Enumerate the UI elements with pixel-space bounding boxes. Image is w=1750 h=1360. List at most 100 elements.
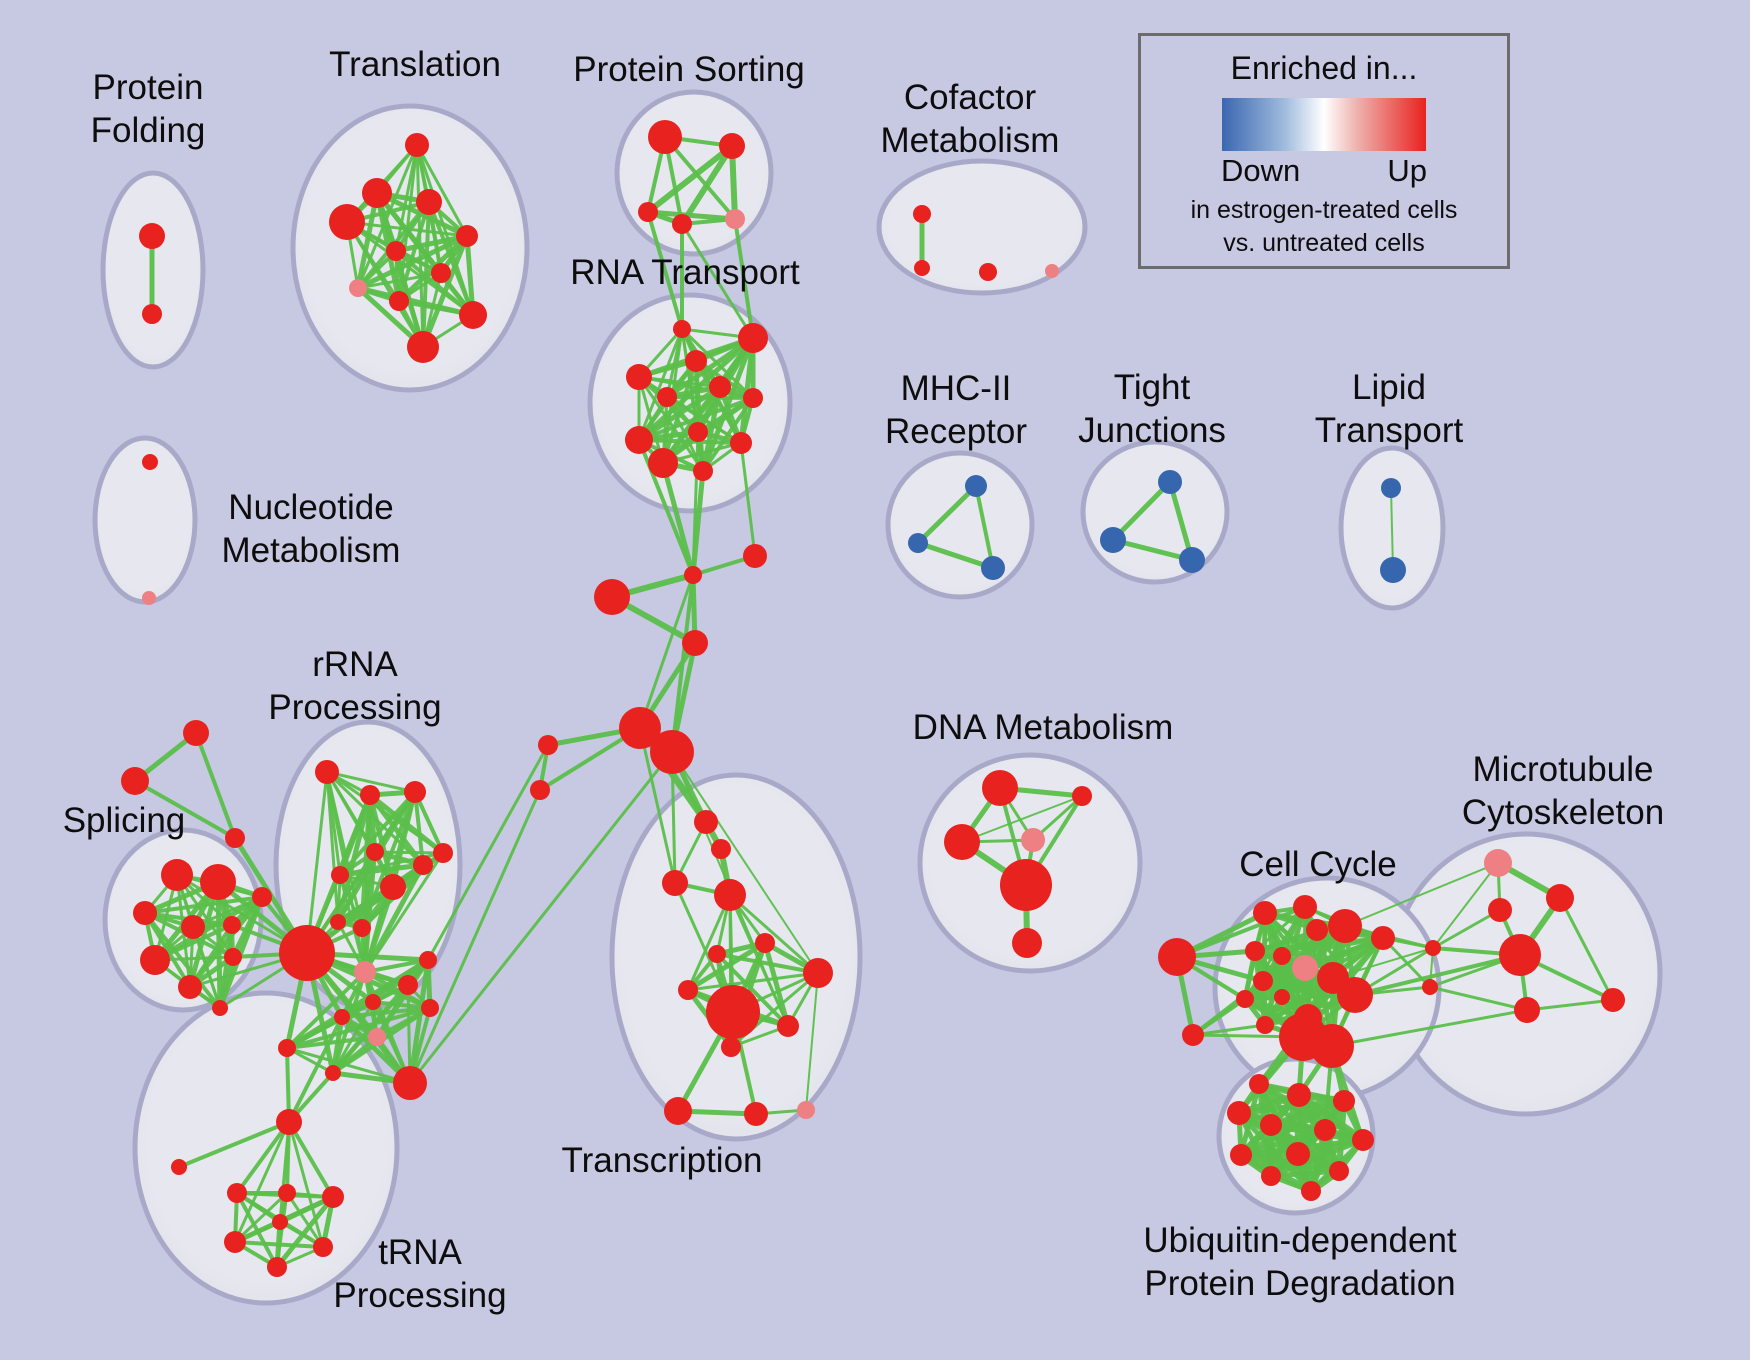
legend-caption-line2: vs. untreated cells — [1223, 229, 1425, 257]
cluster-label-protein-folding: Protein Folding — [91, 68, 206, 150]
cluster-label-translation: Translation — [329, 45, 501, 84]
edge — [407, 959, 431, 1084]
cluster-label-tight-junctions: Tight Junctions — [1078, 368, 1226, 450]
node-rrna-2 — [404, 781, 426, 803]
node-rrna-18 — [278, 1039, 296, 1057]
edge — [278, 1121, 291, 1223]
node-bridge-3 — [594, 579, 630, 615]
edge — [355, 192, 380, 289]
node-cellcycle-1 — [1182, 1024, 1204, 1046]
node-transcription-5 — [708, 945, 726, 963]
cluster-label-lipid-transport: Lipid Transport — [1315, 368, 1464, 450]
node-bridge-10 — [530, 780, 550, 800]
edge — [1192, 1023, 1266, 1037]
cluster-label-cofactor-metabolism: Cofactor Metabolism — [881, 78, 1060, 160]
node-sorting-4 — [725, 209, 745, 229]
edge — [1432, 908, 1501, 950]
cluster-label-nucleotide-metabolism: Nucleotide Metabolism — [222, 488, 401, 570]
edge — [338, 790, 417, 877]
node-bridge-4 — [684, 566, 702, 584]
node-cellcycle-2 — [1253, 901, 1277, 925]
edge — [739, 442, 757, 557]
cluster-label-cell-cycle: Cell Cycle — [1239, 845, 1397, 884]
node-splicing-2 — [133, 901, 157, 925]
edge — [805, 972, 819, 1111]
edge — [638, 396, 754, 442]
edge — [1270, 1168, 1340, 1179]
edge — [961, 795, 1083, 843]
legend-title: Enriched in... — [1230, 50, 1418, 86]
node-splicing-0 — [161, 859, 193, 891]
node-transcription-8 — [706, 985, 760, 1039]
node-rna-5 — [743, 388, 763, 408]
node-cellcycle-4 — [1328, 909, 1362, 943]
edge — [331, 1035, 379, 1075]
node-transcription-3 — [714, 879, 746, 911]
node-transcription-6 — [803, 958, 833, 988]
edge — [916, 484, 978, 545]
node-rna-9 — [730, 432, 752, 454]
cluster-label-ubiquitin: Ubiquitin-dependent Protein Degradation — [1143, 1221, 1457, 1303]
node-dna-5 — [1012, 928, 1042, 958]
node-bridge-0 — [183, 720, 209, 746]
node-tight-0 — [1158, 470, 1182, 494]
node-rrna-17 — [368, 1028, 386, 1046]
node-rrna-12 — [398, 975, 418, 995]
node-nucleotide-0 — [142, 454, 158, 470]
edge — [637, 439, 695, 576]
node-rna-4 — [709, 376, 731, 398]
edge — [408, 751, 674, 1084]
node-splicing-4 — [252, 887, 272, 907]
node-translation-0 — [405, 133, 429, 157]
node-ubiquitin-2 — [1333, 1090, 1355, 1112]
edge — [729, 893, 819, 975]
edge — [716, 952, 819, 975]
edge — [287, 1016, 344, 1123]
edge — [1432, 862, 1499, 949]
node-mhc-2 — [981, 556, 1005, 580]
cluster-label-microtubule-cytoskeleton: Microtubule Cytoskeleton — [1462, 750, 1664, 832]
edge — [339, 862, 424, 878]
edge — [917, 540, 994, 571]
edge — [974, 485, 995, 569]
edge — [346, 220, 468, 238]
node-rrna-15 — [365, 994, 381, 1010]
edge — [1111, 480, 1172, 542]
node-mhc-0 — [965, 475, 987, 497]
node-rrna-3 — [433, 843, 453, 863]
node-trna-6 — [313, 1237, 333, 1257]
node-rrna-1 — [360, 785, 380, 805]
edge — [233, 1191, 289, 1244]
node-trna-7 — [267, 1257, 287, 1277]
nodes — [121, 120, 1625, 1277]
edge — [637, 328, 684, 441]
node-rna-0 — [673, 320, 691, 338]
node-sorting-1 — [719, 133, 745, 159]
edge — [1354, 953, 1521, 997]
node-lipid-0 — [1381, 478, 1401, 498]
node-mhc-1 — [908, 533, 928, 553]
cluster-ellipse-cofactor-metabolism — [876, 158, 1088, 296]
node-transcription-0 — [694, 810, 718, 834]
edge — [646, 143, 734, 215]
node-transcription-11 — [664, 1097, 692, 1125]
node-microtubule-1 — [1546, 884, 1574, 912]
edge — [1429, 985, 1528, 1012]
node-transcription-2 — [662, 870, 688, 896]
edge — [666, 395, 754, 400]
node-rna-10 — [648, 448, 678, 478]
edge — [1270, 1137, 1364, 1179]
node-dna-0 — [982, 770, 1018, 806]
node-cellcycle-0 — [1158, 938, 1196, 976]
edge — [666, 395, 742, 445]
node-cellcycle-7 — [1245, 941, 1265, 961]
node-cofactor-1 — [914, 260, 930, 276]
node-translation-1 — [362, 178, 392, 208]
node-rrna-4 — [413, 855, 433, 875]
node-translation-3 — [329, 204, 365, 240]
edge — [638, 727, 677, 884]
node-ubiquitin-5 — [1314, 1119, 1336, 1141]
node-translation-10 — [407, 331, 439, 363]
edge — [286, 1035, 378, 1050]
